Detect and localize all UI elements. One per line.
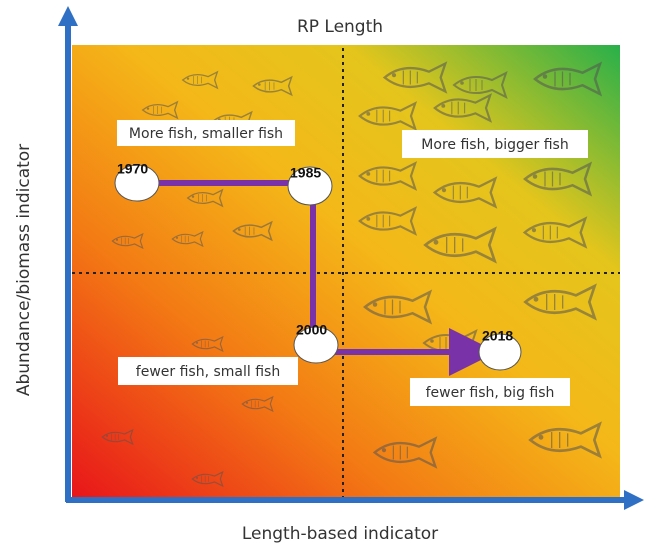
title: RP Length <box>297 17 383 37</box>
x-axis-arrow <box>624 490 644 510</box>
node-label: 2000 <box>296 322 327 338</box>
quadrant-box <box>402 130 588 158</box>
quadrant-label: More fish, bigger fish <box>421 137 568 153</box>
quadrant-box <box>410 378 570 406</box>
quadrant-label: More fish, smaller fish <box>129 126 283 142</box>
node-label: 2018 <box>482 328 513 344</box>
node <box>293 326 339 364</box>
x-axis-label: Length-based indicator <box>242 524 438 544</box>
node-label: 1985 <box>290 165 321 181</box>
node <box>114 164 160 202</box>
quadrant-label: fewer fish, small fish <box>136 364 280 380</box>
y-axis-arrow <box>58 6 78 26</box>
y-axis-label: Abundance/biomass indicator <box>14 144 34 396</box>
quadrant-box <box>117 120 295 146</box>
trajectory <box>136 180 497 376</box>
node <box>478 333 522 371</box>
node <box>287 166 333 206</box>
quadrant-label: fewer fish, big fish <box>426 385 555 401</box>
quadrant-box <box>118 357 298 385</box>
node-label: 1970 <box>117 161 148 177</box>
